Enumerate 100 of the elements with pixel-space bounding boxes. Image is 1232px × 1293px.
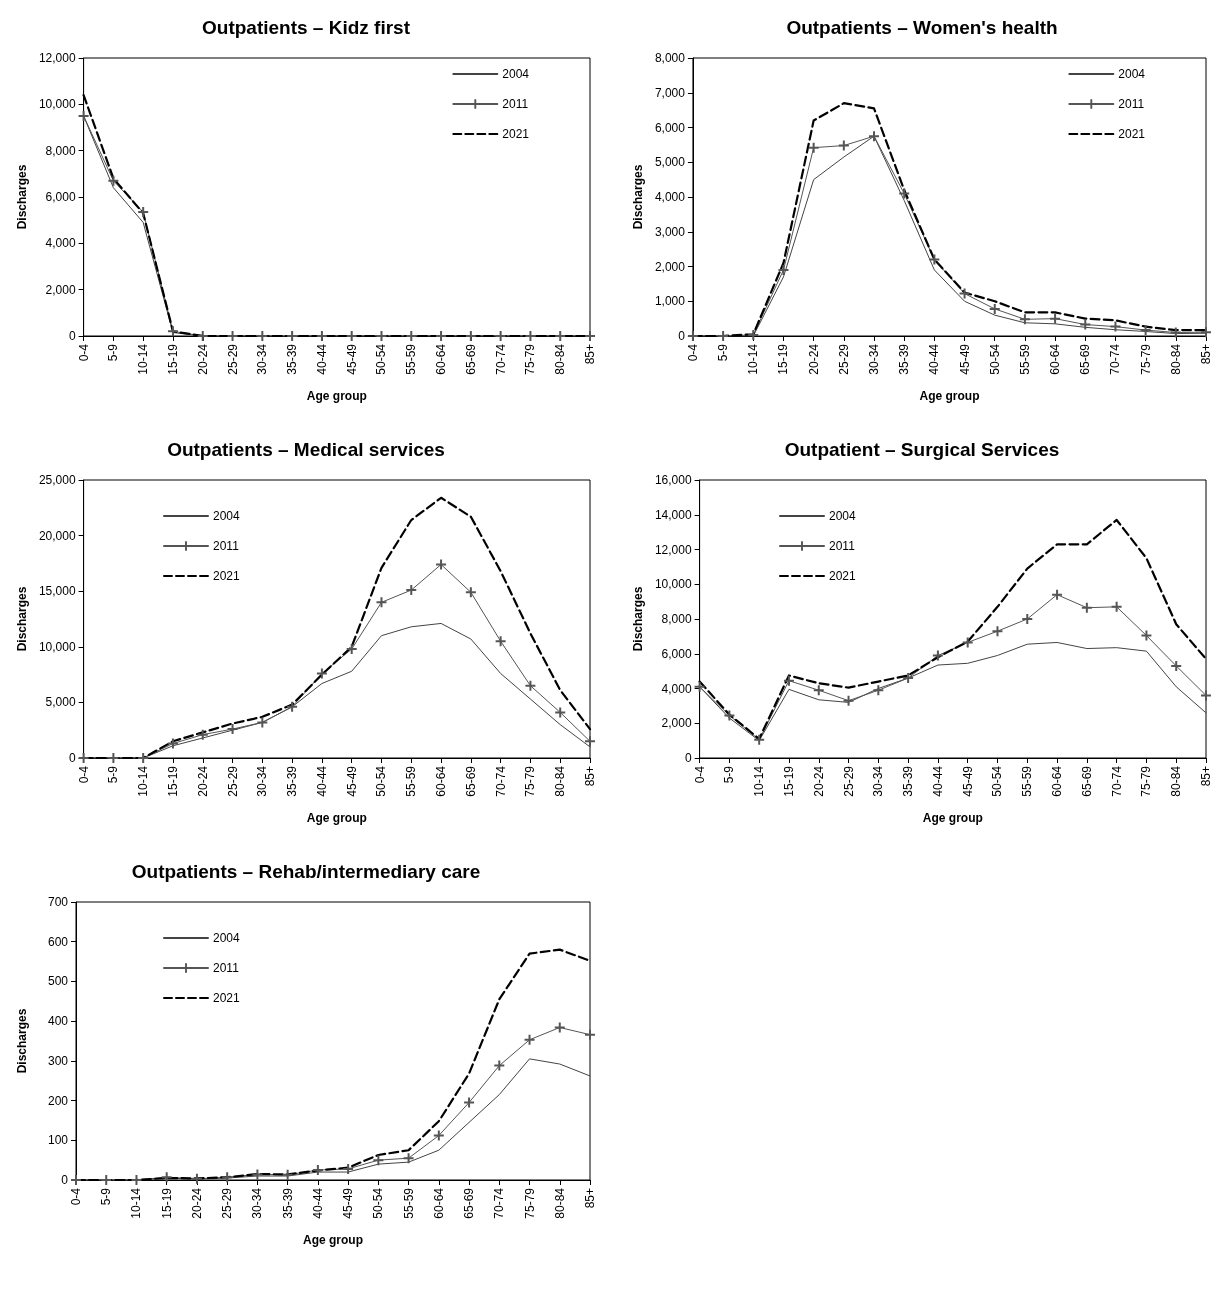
x-tick-label: 35-39 (280, 1187, 295, 1219)
x-tick-label: 85+ (583, 344, 597, 365)
point (138, 207, 149, 218)
x-tick-label: 85+ (583, 766, 597, 787)
legend-label: 2021 (829, 569, 857, 583)
y-tick-label: 0 (61, 1173, 69, 1187)
y-tick-label: 1,000 (654, 294, 686, 309)
y-axis-title: Discharges (15, 164, 29, 230)
x-tick-label: 5-9 (106, 343, 121, 362)
x-tick-label: 0-4 (76, 765, 91, 784)
point (108, 175, 119, 186)
chart-title: Outpatients – Women's health (786, 17, 1058, 38)
x-tick-label: 60-64 (434, 343, 449, 375)
point (71, 1175, 81, 1185)
point (1022, 614, 1033, 624)
point (1050, 313, 1061, 324)
x-tick-label: 25-29 (836, 343, 851, 375)
point (167, 326, 178, 337)
point (1201, 327, 1211, 338)
x-tick-label: 25-29 (225, 765, 240, 797)
y-tick-label: 8,000 (45, 143, 76, 158)
x-tick-label: 0-4 (76, 343, 91, 362)
x-tick-label: 45-49 (344, 765, 359, 797)
y-tick-label: 0 (684, 751, 692, 765)
x-tick-label: 50-54 (987, 343, 1002, 375)
x-tick-label: 15-19 (781, 765, 796, 797)
point (555, 707, 566, 718)
x-tick-label: 40-44 (314, 343, 329, 375)
y-tick-label: 3,000 (654, 224, 686, 239)
y-tick-label: 300 (47, 1053, 69, 1068)
chart-title: Outpatients – Kidz first (202, 17, 411, 38)
x-tick-label: 30-34 (871, 765, 886, 797)
y-tick-label: 700 (47, 895, 69, 909)
point (748, 329, 759, 340)
point (282, 1169, 293, 1180)
y-tick-label: 25,000 (38, 473, 76, 487)
point (495, 636, 506, 647)
y-tick-label: 4,000 (661, 681, 692, 696)
y-tick-label: 4,000 (45, 236, 76, 251)
x-tick-label: 5-9 (722, 765, 737, 784)
y-tick-label: 8,000 (654, 51, 686, 65)
point (252, 1169, 263, 1180)
point (554, 1022, 565, 1033)
point (962, 637, 973, 648)
x-tick-label: 30-34 (255, 343, 270, 375)
legend-label: 2011 (1118, 97, 1145, 111)
point (813, 685, 824, 696)
point (464, 1097, 475, 1108)
x-tick-label: 45-49 (341, 1187, 356, 1219)
x-tick-label: 10-14 (129, 1187, 144, 1219)
point (403, 1153, 414, 1164)
point (1170, 327, 1181, 338)
point (346, 644, 357, 655)
x-tick-label: 30-34 (250, 1187, 265, 1219)
y-tick-label: 100 (47, 1133, 69, 1148)
point (227, 331, 238, 341)
point (585, 331, 595, 341)
x-tick-label: 40-44 (930, 765, 945, 797)
x-tick-label: 55-59 (1017, 343, 1032, 375)
x-tick-label: 50-54 (374, 765, 389, 797)
point (343, 1163, 354, 1174)
point (257, 331, 268, 341)
y-tick-label: 4,000 (654, 190, 686, 204)
point (436, 331, 447, 341)
x-tick-label: 55-59 (401, 1187, 416, 1219)
point (1052, 589, 1063, 600)
x-tick-label: 45-49 (344, 343, 359, 375)
point (903, 673, 914, 684)
legend-label: 2011 (213, 539, 240, 553)
x-tick-label: 65-69 (463, 343, 478, 375)
legend-label: 2021 (213, 991, 241, 1005)
x-axis-title: Age group (306, 389, 367, 403)
point (101, 1175, 112, 1185)
point (436, 559, 447, 570)
x-tick-label: 75-79 (1139, 765, 1154, 797)
point (191, 1173, 202, 1184)
y-tick-label: 2,000 (654, 259, 686, 274)
x-tick-label: 25-29 (225, 343, 240, 375)
x-tick-label: 0-4 (685, 343, 700, 362)
point (406, 585, 417, 596)
y-tick-label: 20,000 (38, 528, 76, 543)
point (287, 701, 298, 712)
y-axis-title: Discharges (631, 586, 645, 652)
point (989, 303, 1000, 314)
x-tick-label: 75-79 (1138, 343, 1153, 375)
x-tick-label: 35-39 (901, 765, 916, 797)
point (373, 1155, 384, 1166)
x-tick-label: 55-59 (404, 343, 419, 375)
point (433, 1130, 444, 1141)
x-tick-label: 50-54 (990, 765, 1005, 797)
legend-label: 2004 (213, 931, 241, 945)
x-tick-label: 35-39 (897, 343, 912, 375)
point (1081, 602, 1092, 613)
point (465, 587, 476, 598)
y-tick-label: 5,000 (45, 695, 76, 710)
x-tick-label: 15-19 (165, 765, 180, 797)
x-tick-label: 50-54 (371, 1187, 386, 1219)
point (718, 331, 729, 341)
y-tick-label: 10,000 (654, 577, 692, 592)
point (131, 1175, 142, 1185)
